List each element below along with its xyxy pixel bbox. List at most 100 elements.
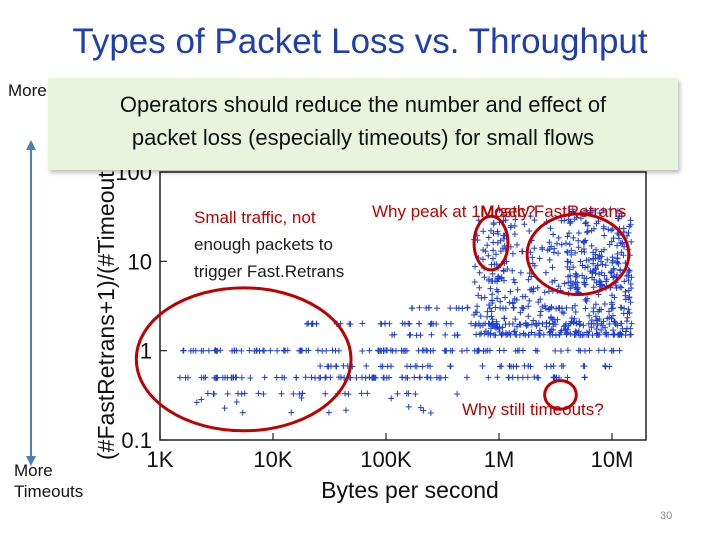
- data-point: [359, 374, 366, 381]
- data-point: [571, 216, 578, 223]
- data-point: [600, 318, 607, 325]
- data-point: [478, 294, 485, 301]
- data-point: [238, 374, 245, 381]
- more-label: More: [14, 461, 53, 480]
- data-point: [564, 258, 571, 265]
- x-tick-label: 1K: [147, 447, 174, 472]
- data-point: [482, 347, 489, 354]
- data-point: [498, 363, 505, 370]
- data-point: [475, 292, 482, 299]
- data-point: [572, 279, 579, 286]
- data-point: [346, 320, 353, 327]
- data-point: [489, 297, 496, 304]
- data-point: [447, 347, 454, 354]
- data-point: [474, 303, 481, 310]
- data-point: [524, 322, 531, 329]
- data-point: [601, 362, 608, 369]
- data-point: [486, 302, 493, 309]
- data-point: [547, 315, 554, 322]
- data-point: [602, 262, 609, 269]
- data-point: [458, 347, 465, 354]
- data-point: [565, 279, 572, 286]
- data-point: [627, 331, 634, 338]
- data-point: [489, 320, 496, 327]
- data-point: [610, 347, 617, 354]
- data-point: [490, 230, 497, 237]
- data-point: [327, 374, 334, 381]
- data-point: [573, 329, 580, 336]
- data-point: [485, 374, 492, 381]
- data-point: [504, 266, 511, 273]
- data-point: [550, 231, 557, 238]
- data-point: [618, 320, 625, 327]
- data-point: [581, 374, 588, 381]
- data-point: [484, 242, 491, 249]
- data-point: [603, 329, 610, 336]
- data-point: [615, 215, 622, 222]
- data-point: [608, 238, 615, 245]
- data-point: [580, 363, 587, 370]
- annotation-small-traffic-2: enough packets to: [194, 235, 333, 254]
- data-point: [575, 244, 582, 251]
- data-point: [628, 320, 635, 327]
- data-point: [517, 321, 524, 328]
- data-point: [442, 331, 449, 338]
- data-point: [596, 210, 603, 217]
- data-point: [596, 306, 603, 313]
- data-point: [560, 362, 567, 369]
- data-point: [509, 250, 516, 257]
- data-point: [564, 374, 571, 381]
- data-point: [566, 230, 573, 237]
- data-point: [532, 347, 539, 354]
- data-point: [601, 246, 608, 253]
- data-point: [559, 308, 566, 315]
- data-point: [588, 324, 595, 331]
- data-point: [553, 305, 560, 312]
- data-point: [592, 313, 599, 320]
- data-point: [221, 405, 228, 412]
- data-point: [416, 304, 423, 311]
- data-point: [582, 305, 589, 312]
- data-point: [566, 241, 573, 248]
- data-point: [498, 332, 505, 339]
- data-point: [509, 299, 516, 306]
- data-point: [609, 254, 616, 261]
- data-point: [576, 318, 583, 325]
- data-point: [282, 347, 289, 354]
- data-point: [567, 218, 574, 225]
- data-point: [507, 224, 514, 231]
- data-point: [519, 248, 526, 255]
- data-point: [502, 294, 509, 301]
- data-point: [496, 206, 503, 213]
- data-point: [403, 347, 410, 354]
- data-point: [564, 347, 571, 354]
- data-point: [416, 320, 423, 327]
- data-point: [528, 273, 535, 280]
- data-point: [606, 320, 613, 327]
- data-point: [419, 363, 426, 370]
- data-point: [508, 363, 515, 370]
- data-point: [317, 374, 324, 381]
- data-point: [555, 234, 562, 241]
- data-point: [238, 390, 245, 397]
- data-point: [513, 323, 520, 330]
- data-point: [617, 330, 624, 337]
- data-point: [598, 326, 605, 333]
- data-point: [609, 301, 616, 308]
- data-point: [628, 274, 635, 281]
- data-point: [403, 363, 410, 370]
- data-point: [527, 363, 534, 370]
- annotation-small-traffic-3: trigger Fast.Retrans: [194, 262, 345, 281]
- data-point: [618, 331, 625, 338]
- data-point: [537, 312, 544, 319]
- data-point: [625, 272, 632, 279]
- data-point: [366, 347, 373, 354]
- data-point: [546, 320, 553, 327]
- data-point: [511, 231, 518, 238]
- data-point: [314, 347, 321, 354]
- data-point: [494, 374, 501, 381]
- highlight-circle: [134, 286, 353, 433]
- plot-frame: [159, 171, 647, 441]
- data-point: [474, 309, 481, 316]
- data-point: [273, 374, 280, 381]
